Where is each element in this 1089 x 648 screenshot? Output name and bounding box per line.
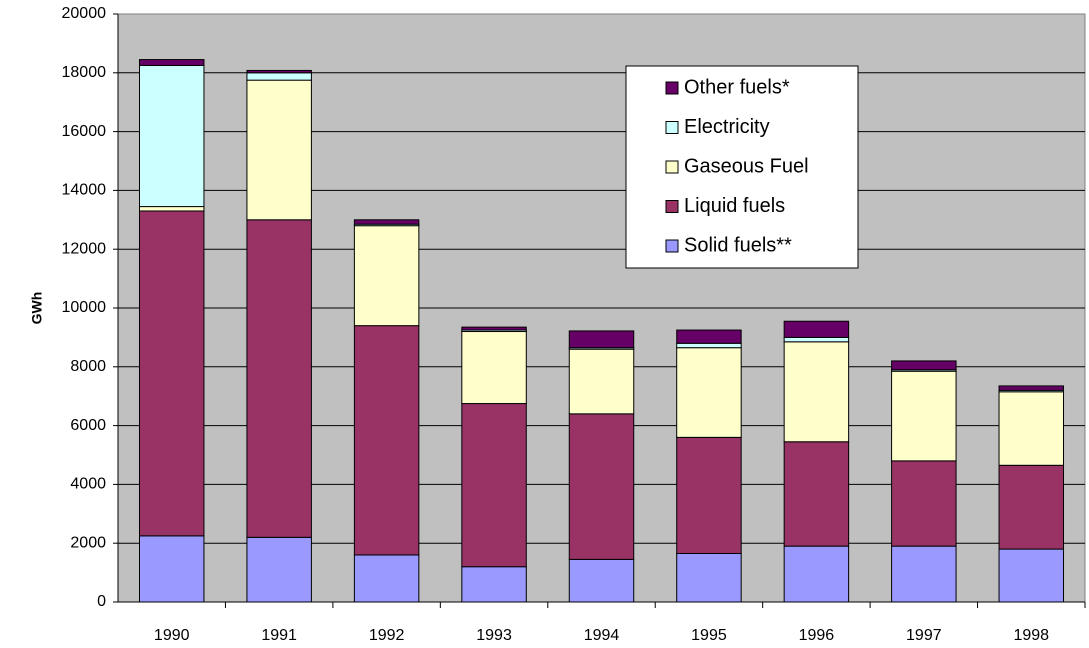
legend-swatch — [665, 200, 679, 213]
bar-segment — [246, 219, 312, 538]
x-tick-label: 1990 — [154, 627, 190, 644]
bar-segment — [568, 330, 635, 349]
bar-segment — [138, 59, 205, 66]
bar-segment — [138, 535, 205, 603]
y-tick-label: 0 — [97, 593, 106, 610]
bar-segment — [783, 320, 850, 338]
bar-segment — [461, 566, 527, 603]
legend-label: Electricity — [684, 116, 770, 138]
bar-segment — [568, 558, 635, 603]
bar-segment — [998, 385, 1065, 391]
bar-segment — [353, 325, 420, 556]
y-tick-label: 12000 — [62, 240, 107, 257]
bar-segment — [676, 329, 742, 344]
bar-segment — [891, 460, 957, 547]
bar-segment — [353, 219, 420, 225]
x-tick-label: 1997 — [906, 627, 942, 644]
bar-segment — [353, 225, 420, 327]
bar-segment — [998, 391, 1065, 466]
legend-swatch — [665, 239, 679, 253]
bar-segment — [891, 545, 957, 603]
legend-swatch — [665, 81, 679, 95]
legend-label: Solid fuels** — [684, 234, 792, 256]
bar-segment — [138, 64, 205, 208]
bar-segment — [998, 548, 1065, 603]
legend-swatch — [665, 121, 679, 134]
bar-segment — [461, 403, 527, 568]
bar-segment — [568, 413, 635, 560]
y-tick-label: 6000 — [70, 417, 106, 434]
bar-segment — [461, 331, 527, 405]
legend-label: Liquid fuels — [684, 195, 785, 217]
x-tick-label: 1996 — [799, 627, 835, 644]
bar-segment — [353, 554, 420, 603]
bar-segment — [676, 347, 742, 438]
y-tick-label: 4000 — [70, 476, 106, 493]
legend-swatch — [665, 160, 679, 174]
y-tick-label: 16000 — [62, 123, 107, 140]
y-tick-label: 2000 — [70, 534, 106, 551]
legend-label: Gaseous Fuel — [684, 155, 809, 177]
bar-segment — [246, 536, 312, 603]
bar-segment — [998, 464, 1065, 550]
x-tick-label: 1992 — [369, 627, 405, 644]
bar-segment — [676, 552, 742, 603]
bar-segment — [783, 336, 850, 343]
bar-segment — [676, 342, 742, 349]
legend-label: Other fuels* — [684, 76, 790, 98]
bar-segment — [568, 348, 635, 415]
bar-segment — [676, 436, 742, 554]
bar-segment — [891, 370, 957, 462]
bar-segment — [783, 441, 850, 547]
bar-segment — [783, 341, 850, 443]
bar-segment — [138, 206, 205, 212]
y-tick-label: 18000 — [62, 64, 107, 81]
bar-segment — [891, 360, 957, 371]
bar-segment — [246, 72, 312, 81]
x-tick-label: 1995 — [691, 627, 727, 644]
y-tick-label: 20000 — [62, 5, 107, 22]
x-tick-label: 1994 — [584, 627, 620, 644]
y-tick-label: 10000 — [62, 299, 107, 316]
x-tick-label: 1993 — [476, 627, 512, 644]
y-tick-label: 14000 — [62, 182, 107, 199]
bar-segment — [138, 210, 205, 537]
y-tick-label: 8000 — [70, 358, 106, 375]
legend-box — [625, 65, 859, 269]
x-tick-label: 1991 — [261, 627, 297, 644]
y-axis-label: GWh — [29, 292, 45, 325]
bar-segment — [246, 69, 312, 74]
x-tick-label: 1998 — [1013, 627, 1049, 644]
bar-segment — [461, 326, 527, 331]
bar-segment — [246, 79, 312, 221]
bar-segment — [783, 545, 850, 603]
